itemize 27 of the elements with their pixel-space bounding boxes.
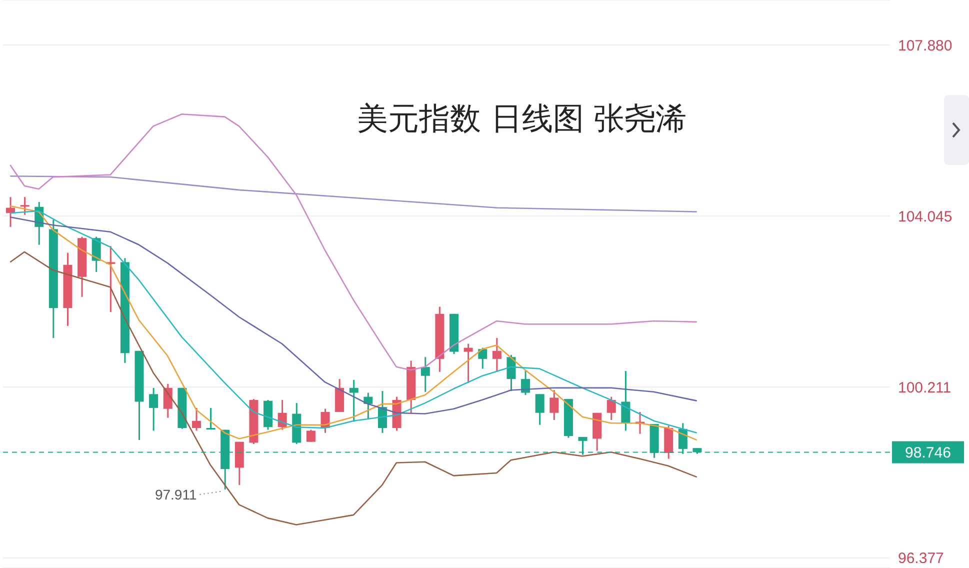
candlestick <box>621 370 630 432</box>
candlestick <box>521 370 530 396</box>
candlestick <box>420 356 430 393</box>
candlestick <box>506 354 516 392</box>
candlestick <box>163 383 172 418</box>
candlestick <box>149 387 158 432</box>
candlestick <box>606 396 616 421</box>
y-tick-label: 100.211 <box>898 379 952 396</box>
candlestick <box>478 347 488 370</box>
candlestick <box>492 337 502 373</box>
ref-line-label: 98.746 <box>905 444 951 462</box>
candlestick <box>550 389 559 421</box>
candlestick <box>306 429 316 443</box>
annotation: 97.911 <box>154 486 197 502</box>
line-series <box>10 251 698 526</box>
candlestick <box>20 196 30 216</box>
y-tick-label: 96.377 <box>898 550 944 568</box>
line-series <box>10 175 698 212</box>
candlestick <box>192 407 201 432</box>
text: 美元指数 日线图 张尧浠 <box>357 100 687 139</box>
y-tick-label: 107.880 <box>898 37 952 54</box>
candlestick <box>535 393 544 426</box>
candlestick <box>206 407 216 430</box>
y-tick-label: 104.045 <box>898 208 952 226</box>
candlestick <box>464 342 473 384</box>
candlestick <box>349 379 358 423</box>
candlestick <box>106 245 116 313</box>
